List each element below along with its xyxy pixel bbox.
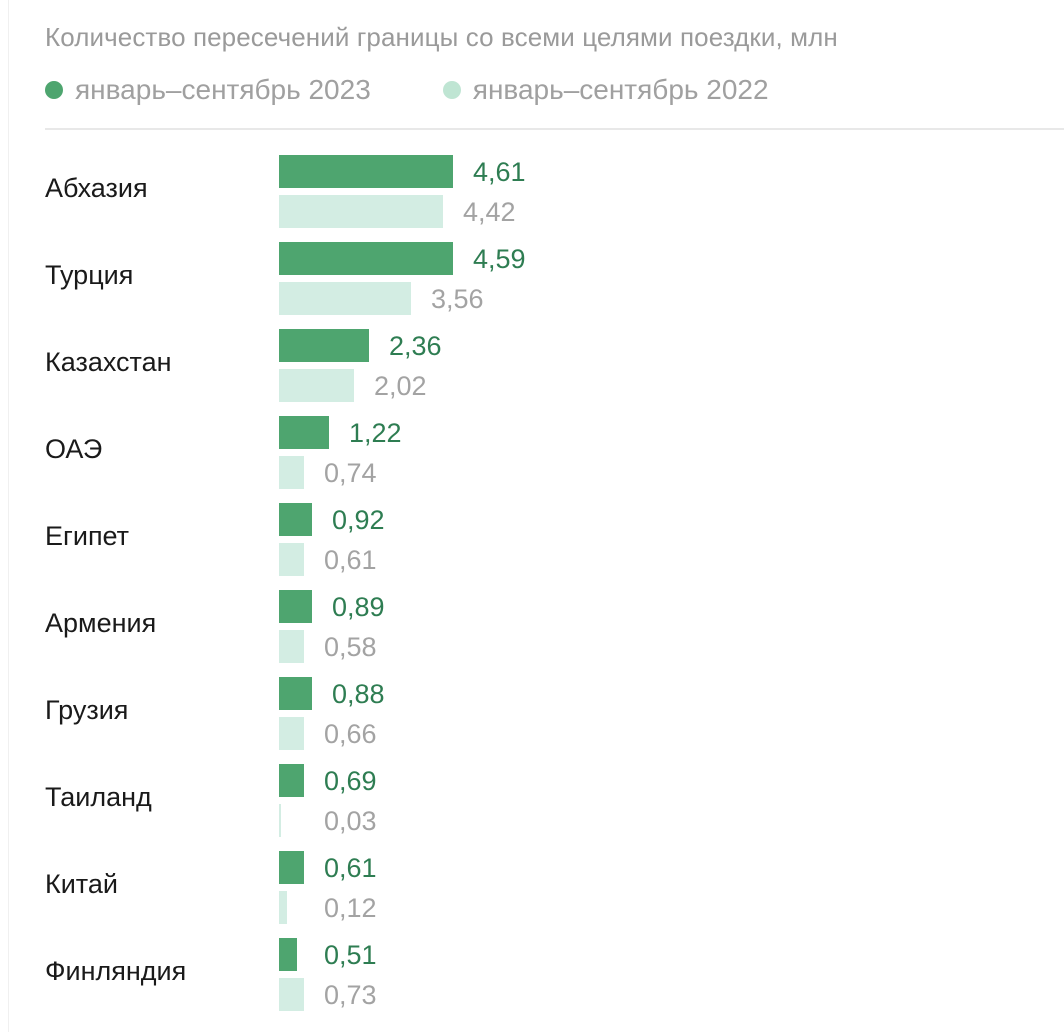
value-label-2023: 0,92 xyxy=(332,505,385,535)
bar-2022 xyxy=(279,456,304,489)
bar-2022 xyxy=(279,195,443,228)
chart-row: Казахстан 2,36 2,02 xyxy=(0,329,1064,416)
chart-row: Армения 0,89 0,58 xyxy=(0,590,1064,677)
value-label-2022: 0,73 xyxy=(324,980,377,1010)
legend-item-2022: январь–сентябрь 2022 xyxy=(442,74,769,106)
country-label: Финляндия xyxy=(45,956,187,986)
legend-label-2023: январь–сентябрь 2023 xyxy=(75,74,371,105)
bar-chart-rows: Абхазия 4,61 4,42 Турция 4,59 3,56 Казахстан 2,… xyxy=(0,155,1064,1025)
value-label-2023: 1,22 xyxy=(349,418,402,448)
value-label-2023: 0,61 xyxy=(324,853,377,883)
frame-border xyxy=(8,0,9,1032)
country-label: Абхазия xyxy=(45,173,148,203)
bar-2023 xyxy=(279,242,453,275)
chart-row: Абхазия 4,61 4,42 xyxy=(0,155,1064,242)
country-label: Китай xyxy=(45,869,118,899)
value-label-2022: 3,56 xyxy=(431,284,484,314)
bar-2022 xyxy=(279,717,304,750)
value-label-2022: 0,61 xyxy=(324,545,377,575)
value-label-2023: 0,89 xyxy=(332,592,385,622)
country-label: Казахстан xyxy=(45,347,172,377)
bar-2022 xyxy=(279,804,281,837)
value-label-2022: 2,02 xyxy=(374,371,427,401)
bar-2023 xyxy=(279,938,297,971)
country-label: Турция xyxy=(45,260,134,290)
value-label-2022: 0,66 xyxy=(324,719,377,749)
bar-2023 xyxy=(279,764,304,797)
legend-label-2022: январь–сентябрь 2022 xyxy=(472,74,769,105)
bar-2022 xyxy=(279,543,304,576)
bar-2022 xyxy=(279,630,304,663)
chart-title: Количество пересечений границы со всеми … xyxy=(45,22,838,52)
bar-2023 xyxy=(279,155,453,188)
value-label-2022: 0,74 xyxy=(324,458,377,488)
legend-dot-2022-icon xyxy=(442,81,461,99)
legend: январь–сентябрь 2023 январь–сентябрь 202… xyxy=(45,74,841,106)
bar-2023 xyxy=(279,590,312,623)
country-label: Таиланд xyxy=(45,782,152,812)
bar-2022 xyxy=(279,282,411,315)
chart-row: ОАЭ 1,22 0,74 xyxy=(0,416,1064,503)
chart-row: Египет 0,92 0,61 xyxy=(0,503,1064,590)
value-label-2023: 4,61 xyxy=(473,157,526,187)
country-label: Армения xyxy=(45,608,157,638)
value-label-2022: 4,42 xyxy=(463,197,516,227)
bar-2023 xyxy=(279,677,312,710)
header-divider xyxy=(45,128,1064,130)
bar-2023 xyxy=(279,416,329,449)
value-label-2023: 4,59 xyxy=(473,244,526,274)
bar-2023 xyxy=(279,851,304,884)
country-label: Египет xyxy=(45,521,130,551)
value-label-2023: 0,69 xyxy=(324,766,377,796)
country-label: ОАЭ xyxy=(45,434,103,464)
chart-row: Финляндия 0,51 0,73 xyxy=(0,938,1064,1025)
country-label: Грузия xyxy=(45,695,129,725)
legend-item-2023: январь–сентябрь 2023 xyxy=(45,74,371,106)
bar-2023 xyxy=(279,503,312,536)
chart-row: Китай 0,61 0,12 xyxy=(0,851,1064,938)
value-label-2022: 0,12 xyxy=(324,893,377,923)
bar-2023 xyxy=(279,329,369,362)
chart-row: Грузия 0,88 0,66 xyxy=(0,677,1064,764)
value-label-2023: 0,51 xyxy=(324,940,377,970)
value-label-2023: 0,88 xyxy=(332,679,385,709)
value-label-2023: 2,36 xyxy=(389,331,442,361)
value-label-2022: 0,58 xyxy=(324,632,377,662)
bar-2022 xyxy=(279,369,354,402)
chart-row: Турция 4,59 3,56 xyxy=(0,242,1064,329)
bar-2022 xyxy=(279,978,304,1011)
bar-2022 xyxy=(279,891,287,924)
value-label-2022: 0,03 xyxy=(324,806,377,836)
legend-dot-2023-icon xyxy=(45,81,63,99)
chart-row: Таиланд 0,69 0,03 xyxy=(0,764,1064,851)
